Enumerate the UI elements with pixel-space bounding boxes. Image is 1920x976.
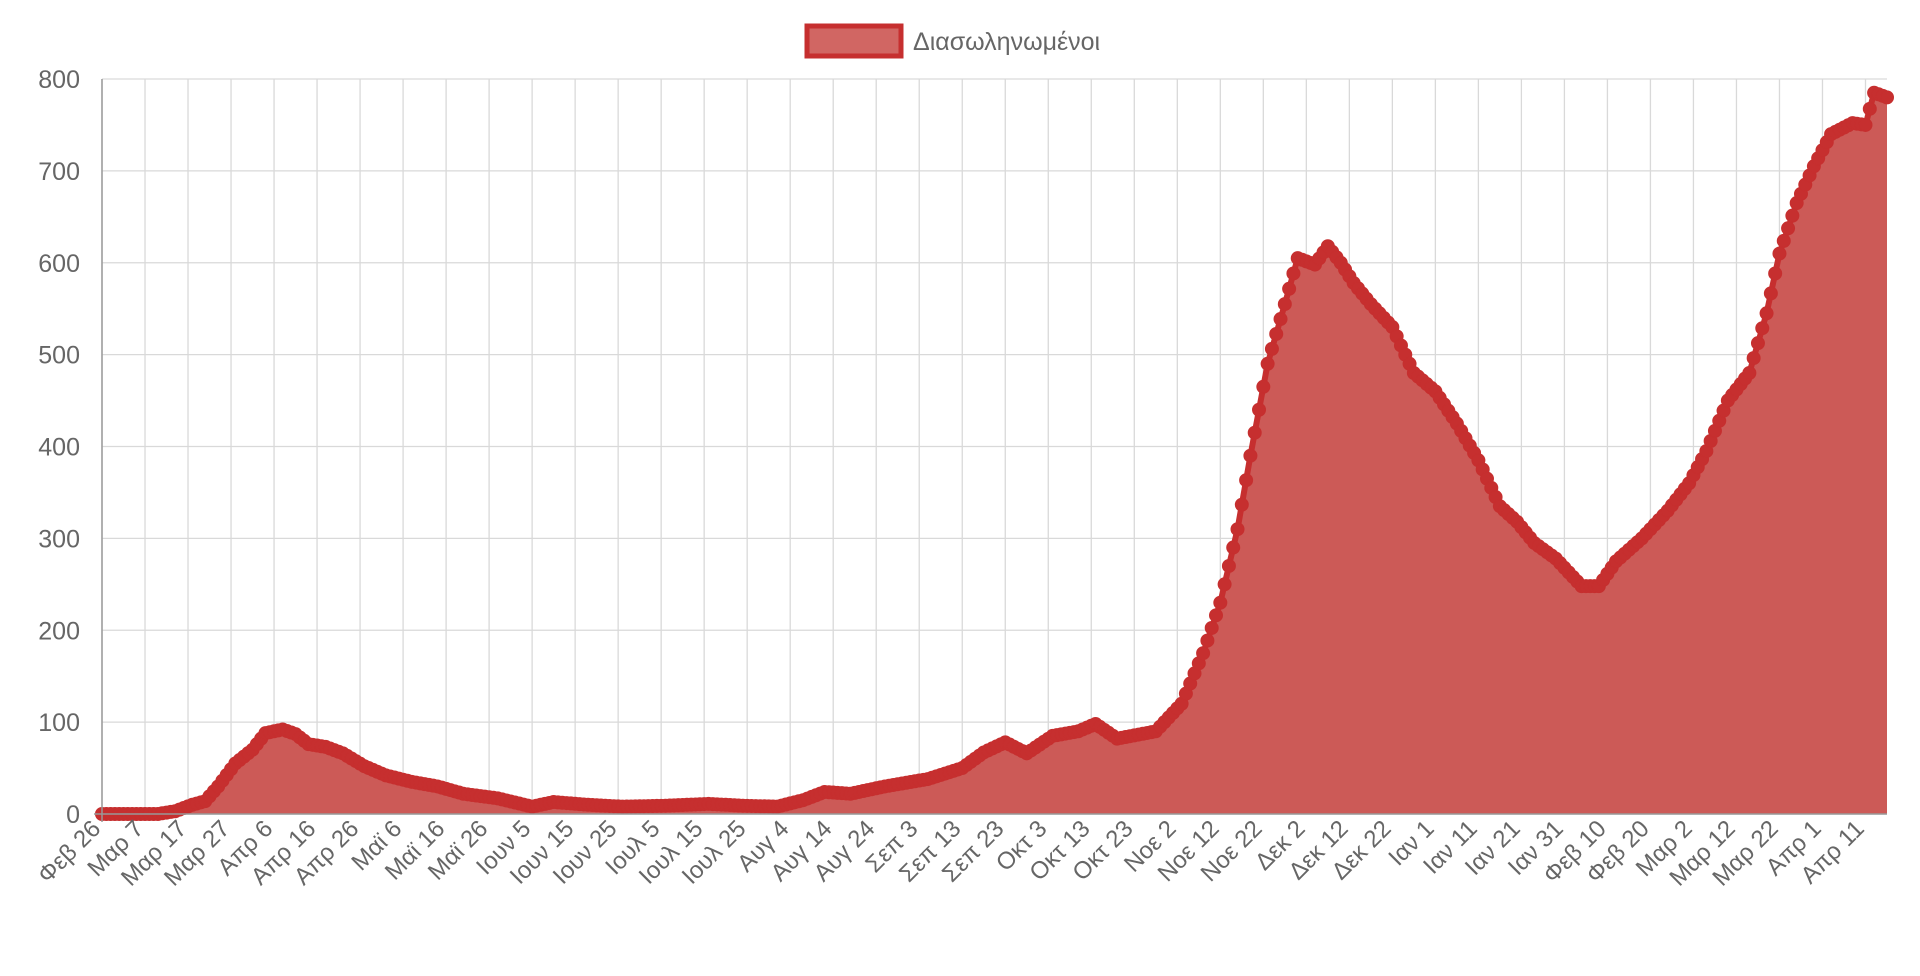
data-point[interactable]	[1221, 558, 1236, 573]
data-point[interactable]	[1763, 286, 1778, 301]
y-tick-label: 400	[38, 434, 80, 462]
legend-swatch[interactable]	[804, 23, 904, 59]
data-point[interactable]	[1880, 90, 1894, 105]
data-point[interactable]	[1243, 448, 1258, 463]
data-point[interactable]	[1204, 620, 1219, 635]
series-area-fill	[102, 92, 1887, 814]
data-point[interactable]	[1772, 246, 1787, 261]
legend[interactable]: Διασωληνωμένοι	[804, 23, 1100, 59]
y-tick-label: 0	[66, 801, 80, 829]
y-tick-label: 200	[38, 617, 80, 645]
data-point[interactable]	[1776, 233, 1791, 248]
data-point[interactable]	[1746, 351, 1761, 366]
data-point[interactable]	[1750, 336, 1765, 351]
y-tick-label: 700	[38, 158, 80, 186]
data-point[interactable]	[1213, 595, 1228, 610]
data-point[interactable]	[1742, 366, 1757, 380]
data-point[interactable]	[1264, 341, 1279, 356]
y-tick-label: 300	[38, 525, 80, 553]
data-point[interactable]	[1230, 522, 1245, 537]
data-point[interactable]	[1781, 221, 1796, 236]
data-point[interactable]	[1862, 101, 1877, 116]
data-point[interactable]	[1260, 356, 1275, 371]
data-point[interactable]	[1239, 473, 1254, 488]
y-tick-label: 100	[38, 709, 80, 737]
data-point[interactable]	[1209, 608, 1224, 623]
y-tick-label: 800	[38, 66, 80, 94]
y-tick-label: 600	[38, 250, 80, 278]
data-point[interactable]	[1226, 540, 1241, 555]
legend-label[interactable]: Διασωληνωμένοι	[913, 28, 1100, 56]
data-point[interactable]	[1269, 326, 1284, 341]
y-tick-label: 500	[38, 342, 80, 370]
data-point[interactable]	[1768, 266, 1783, 281]
data-point[interactable]	[1200, 633, 1215, 648]
data-point[interactable]	[1256, 379, 1271, 394]
data-point[interactable]	[1755, 321, 1770, 336]
data-point[interactable]	[1286, 266, 1301, 281]
data-point[interactable]	[1858, 117, 1873, 132]
series-area	[95, 85, 1894, 821]
data-point[interactable]	[1273, 312, 1288, 327]
data-point[interactable]	[1196, 646, 1211, 661]
data-point[interactable]	[1759, 306, 1774, 321]
data-point[interactable]	[1217, 577, 1232, 592]
data-point[interactable]	[1247, 425, 1262, 440]
data-point[interactable]	[1277, 297, 1292, 312]
data-point[interactable]	[1252, 402, 1267, 417]
data-point[interactable]	[1282, 281, 1297, 296]
data-point[interactable]	[1785, 208, 1800, 223]
data-point[interactable]	[1234, 497, 1249, 512]
